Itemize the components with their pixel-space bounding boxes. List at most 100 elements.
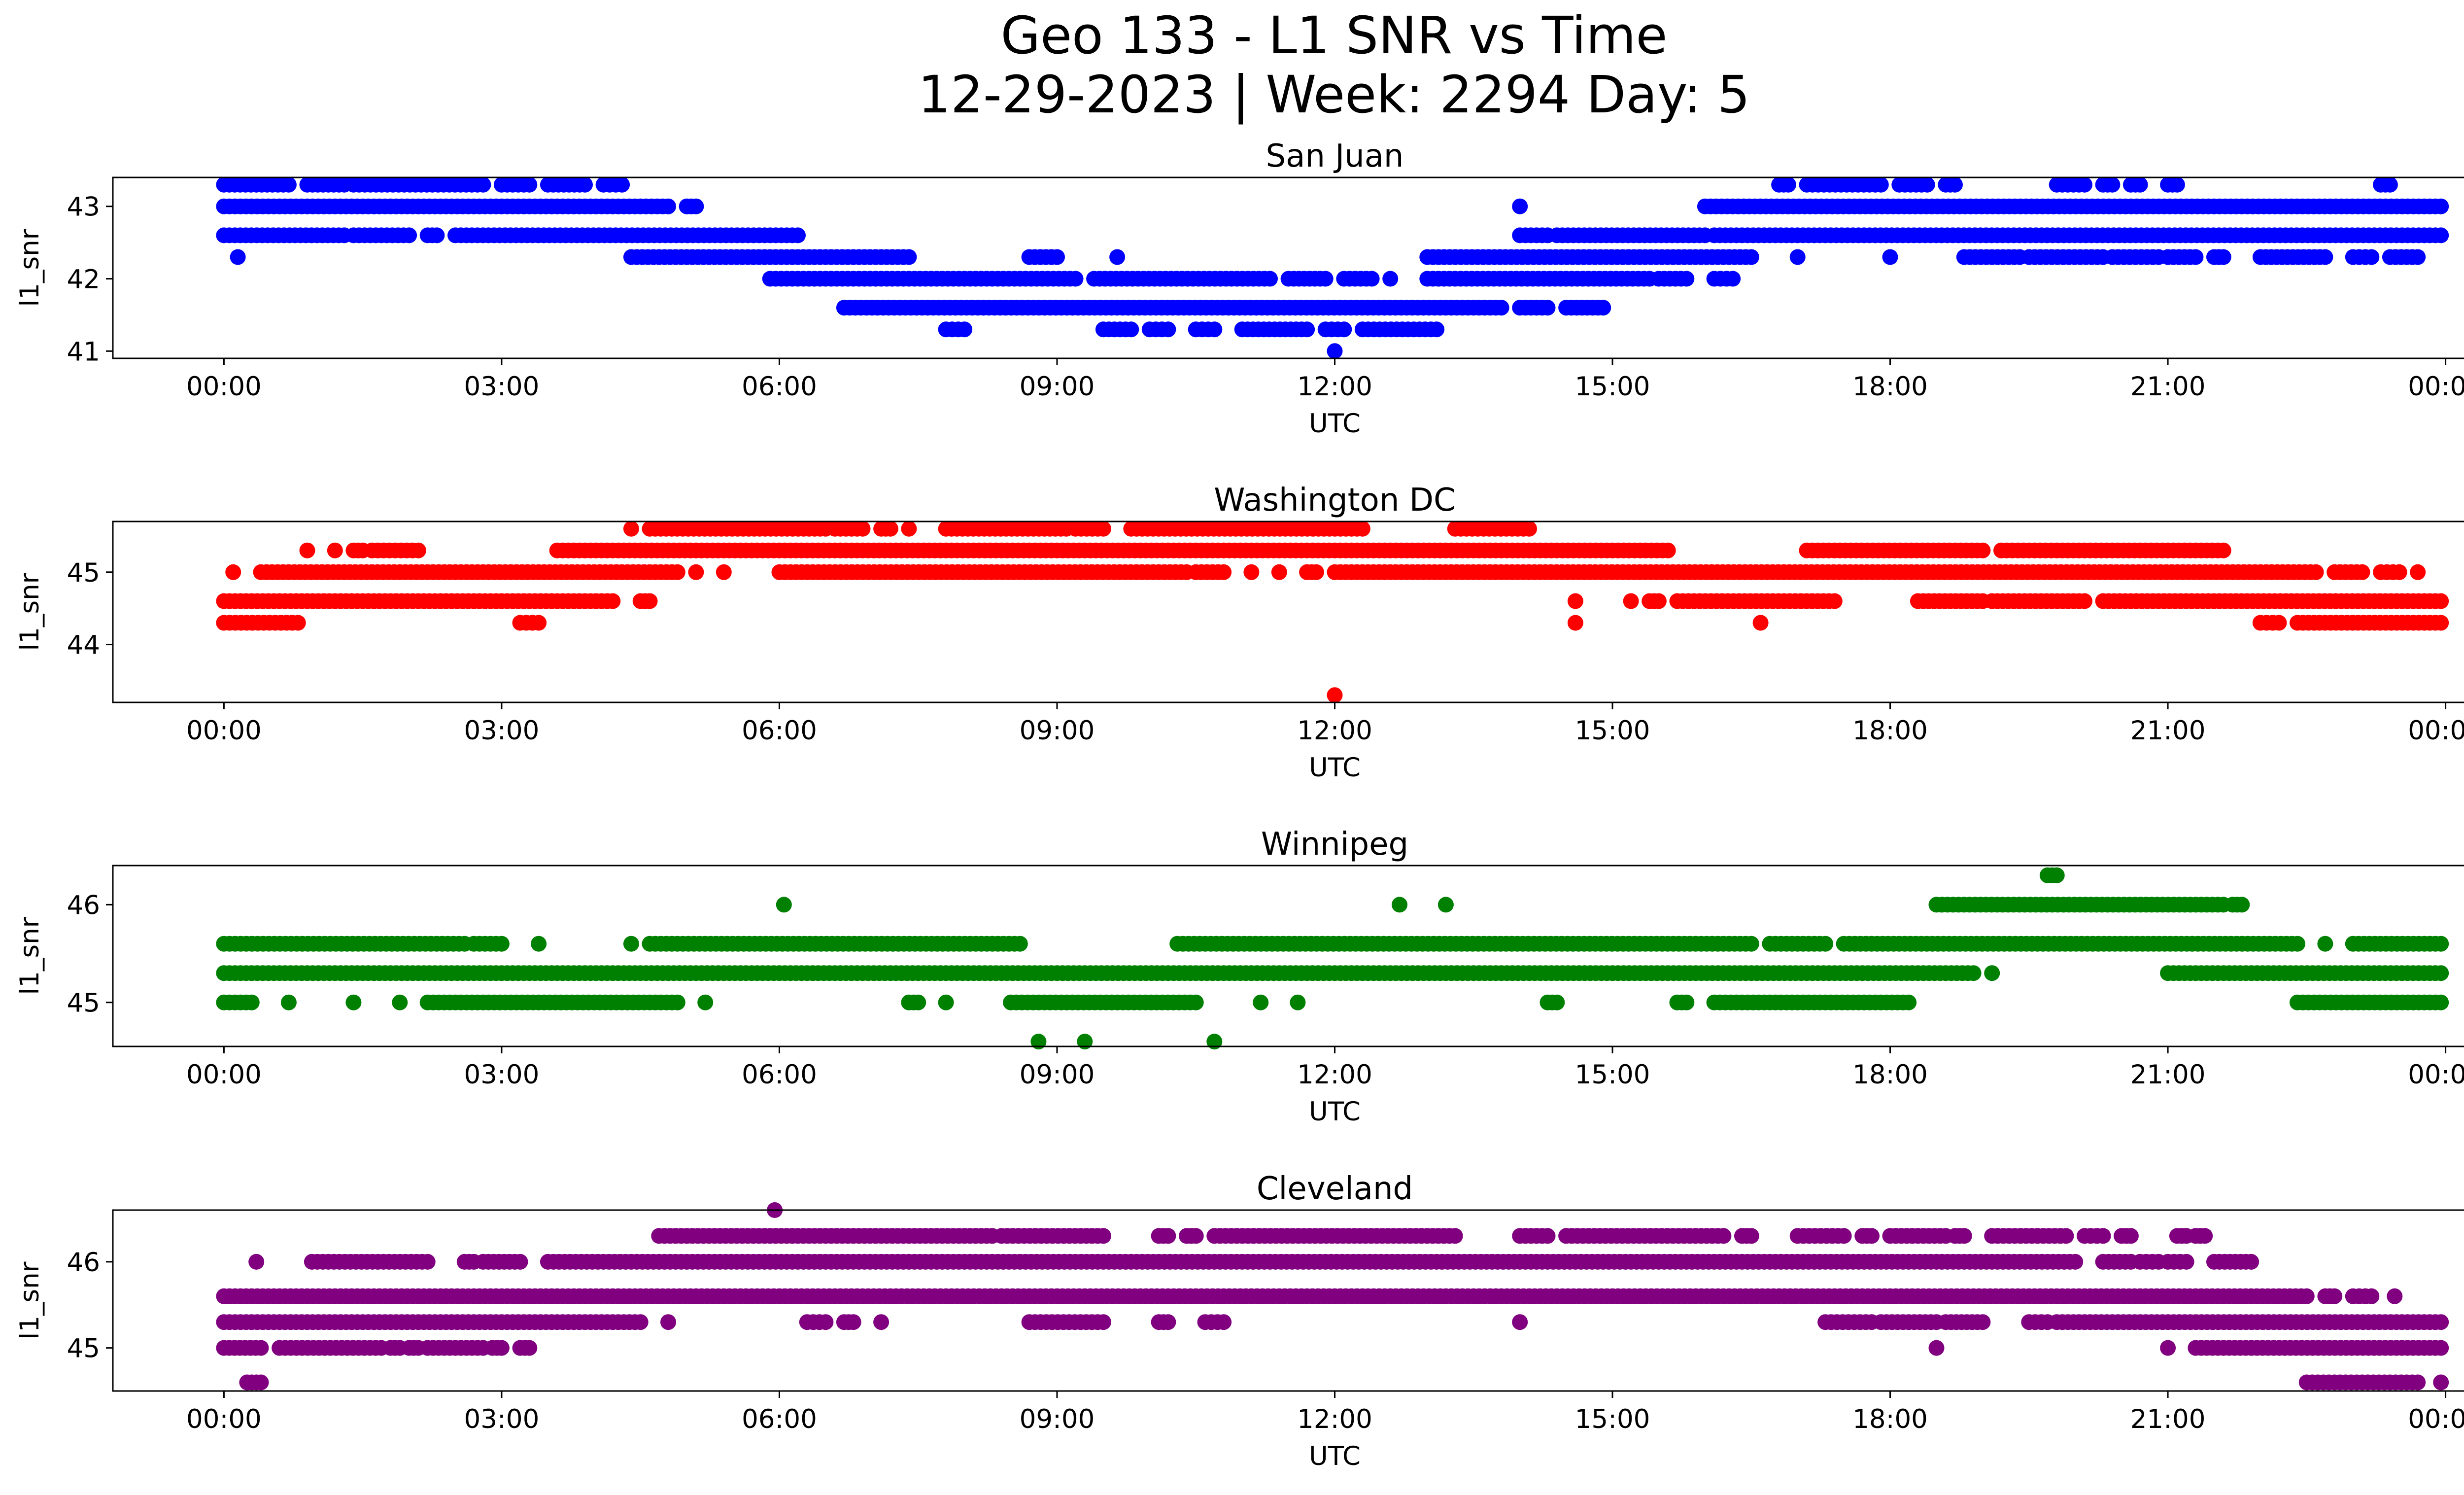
data-point bbox=[623, 936, 639, 952]
data-point bbox=[1216, 564, 1232, 580]
y-tick-label: 46 bbox=[67, 890, 100, 920]
data-point bbox=[1253, 994, 1269, 1010]
data-point bbox=[1947, 176, 1963, 193]
x-axis-label: UTC bbox=[1309, 1441, 1361, 1471]
data-point bbox=[642, 593, 658, 609]
figure-title-line-2: 12-29-2023 | Week: 2294 Day: 5 bbox=[918, 65, 1750, 125]
data-point bbox=[1975, 1314, 1991, 1330]
data-point bbox=[1493, 300, 1509, 316]
data-points bbox=[216, 176, 2449, 359]
x-tick-label: 03:00 bbox=[464, 716, 540, 746]
data-point bbox=[623, 521, 639, 537]
data-point bbox=[614, 176, 630, 193]
series-level-7 bbox=[1327, 343, 1343, 359]
data-point bbox=[697, 994, 714, 1010]
data-point bbox=[1188, 1228, 1204, 1244]
x-tick-label: 00:00 bbox=[2408, 716, 2464, 746]
data-point bbox=[2132, 176, 2148, 193]
x-tick-label: 00:00 bbox=[186, 1404, 262, 1434]
subplot-title: San Juan bbox=[1266, 138, 1404, 174]
x-tick-label: 15:00 bbox=[1575, 716, 1650, 746]
x-tick-label: 18:00 bbox=[1852, 1060, 1928, 1090]
series-level-6 bbox=[938, 321, 1445, 338]
y-axis-label: l1_snr bbox=[15, 917, 45, 995]
data-point bbox=[1290, 994, 1306, 1010]
data-point bbox=[521, 176, 538, 193]
data-point bbox=[2197, 1228, 2213, 1244]
figure-title-line-1: Geo 133 - L1 SNR vs Time bbox=[1000, 5, 1667, 66]
x-tick-label: 12:00 bbox=[1297, 716, 1372, 746]
data-point bbox=[1012, 936, 1028, 952]
x-tick-label: 09:00 bbox=[1020, 716, 1095, 746]
x-axis-label: UTC bbox=[1309, 409, 1361, 439]
x-tick-label: 06:00 bbox=[742, 1404, 817, 1434]
data-point bbox=[1327, 343, 1343, 359]
data-point bbox=[2410, 1374, 2426, 1391]
data-point bbox=[1873, 176, 1889, 193]
data-point bbox=[1512, 198, 1528, 214]
data-point bbox=[2410, 564, 2426, 580]
data-point bbox=[882, 521, 898, 537]
data-point bbox=[845, 1314, 861, 1330]
data-point bbox=[1660, 542, 1676, 558]
data-point bbox=[2095, 1228, 2111, 1244]
y-tick-label: 41 bbox=[67, 337, 100, 367]
data-point bbox=[1743, 249, 1759, 265]
data-point bbox=[716, 564, 732, 580]
data-point bbox=[2354, 564, 2370, 580]
data-point bbox=[290, 615, 306, 631]
data-point bbox=[280, 176, 297, 193]
data-point bbox=[2391, 564, 2407, 580]
data-point bbox=[2178, 1253, 2194, 1270]
series-level-5 bbox=[1327, 687, 1343, 703]
data-point bbox=[669, 994, 685, 1010]
data-point bbox=[1715, 1228, 1732, 1244]
y-tick-label: 45 bbox=[67, 1334, 100, 1364]
data-point bbox=[419, 1253, 436, 1270]
data-point bbox=[1216, 1314, 1232, 1330]
data-point bbox=[873, 1314, 890, 1330]
data-point bbox=[531, 936, 547, 952]
x-tick-label: 12:00 bbox=[1297, 1060, 1372, 1090]
data-point bbox=[1429, 321, 1445, 338]
data-point bbox=[1595, 300, 1611, 316]
x-tick-label: 06:00 bbox=[742, 372, 817, 402]
data-point bbox=[2433, 198, 2449, 214]
data-point bbox=[2433, 1374, 2449, 1391]
x-tick-label: 15:00 bbox=[1575, 1060, 1650, 1090]
data-point bbox=[475, 176, 491, 193]
data-point bbox=[1956, 1228, 1972, 1244]
series-level-0 bbox=[2039, 867, 2065, 883]
data-point bbox=[1725, 271, 1741, 287]
data-point bbox=[901, 249, 917, 265]
data-point bbox=[1447, 1228, 1463, 1244]
x-tick-label: 09:00 bbox=[1020, 372, 1095, 402]
data-point bbox=[410, 542, 426, 558]
data-point bbox=[2077, 593, 2092, 609]
data-point bbox=[2290, 936, 2305, 952]
data-point bbox=[776, 897, 792, 913]
x-tick-label: 03:00 bbox=[464, 1404, 540, 1434]
data-point bbox=[2308, 564, 2324, 580]
data-point bbox=[1743, 936, 1759, 952]
data-point bbox=[327, 542, 343, 558]
data-point bbox=[1678, 271, 1695, 287]
data-point bbox=[1540, 1228, 1556, 1244]
data-point bbox=[957, 321, 973, 338]
x-axis-label: UTC bbox=[1309, 753, 1361, 783]
y-tick-label: 45 bbox=[67, 988, 100, 1018]
x-tick-label: 18:00 bbox=[1852, 716, 1928, 746]
y-tick-label: 44 bbox=[67, 630, 100, 661]
data-point bbox=[1123, 321, 1139, 338]
data-point bbox=[2387, 1288, 2403, 1304]
data-point bbox=[230, 249, 246, 265]
data-point bbox=[1789, 249, 1806, 265]
data-point bbox=[1567, 593, 1583, 609]
data-point bbox=[1826, 593, 1843, 609]
x-tick-label: 21:00 bbox=[2130, 716, 2206, 746]
data-point bbox=[2058, 1228, 2074, 1244]
data-point bbox=[1308, 564, 1324, 580]
data-point bbox=[2363, 1288, 2380, 1304]
x-tick-label: 00:00 bbox=[2408, 1060, 2464, 1090]
